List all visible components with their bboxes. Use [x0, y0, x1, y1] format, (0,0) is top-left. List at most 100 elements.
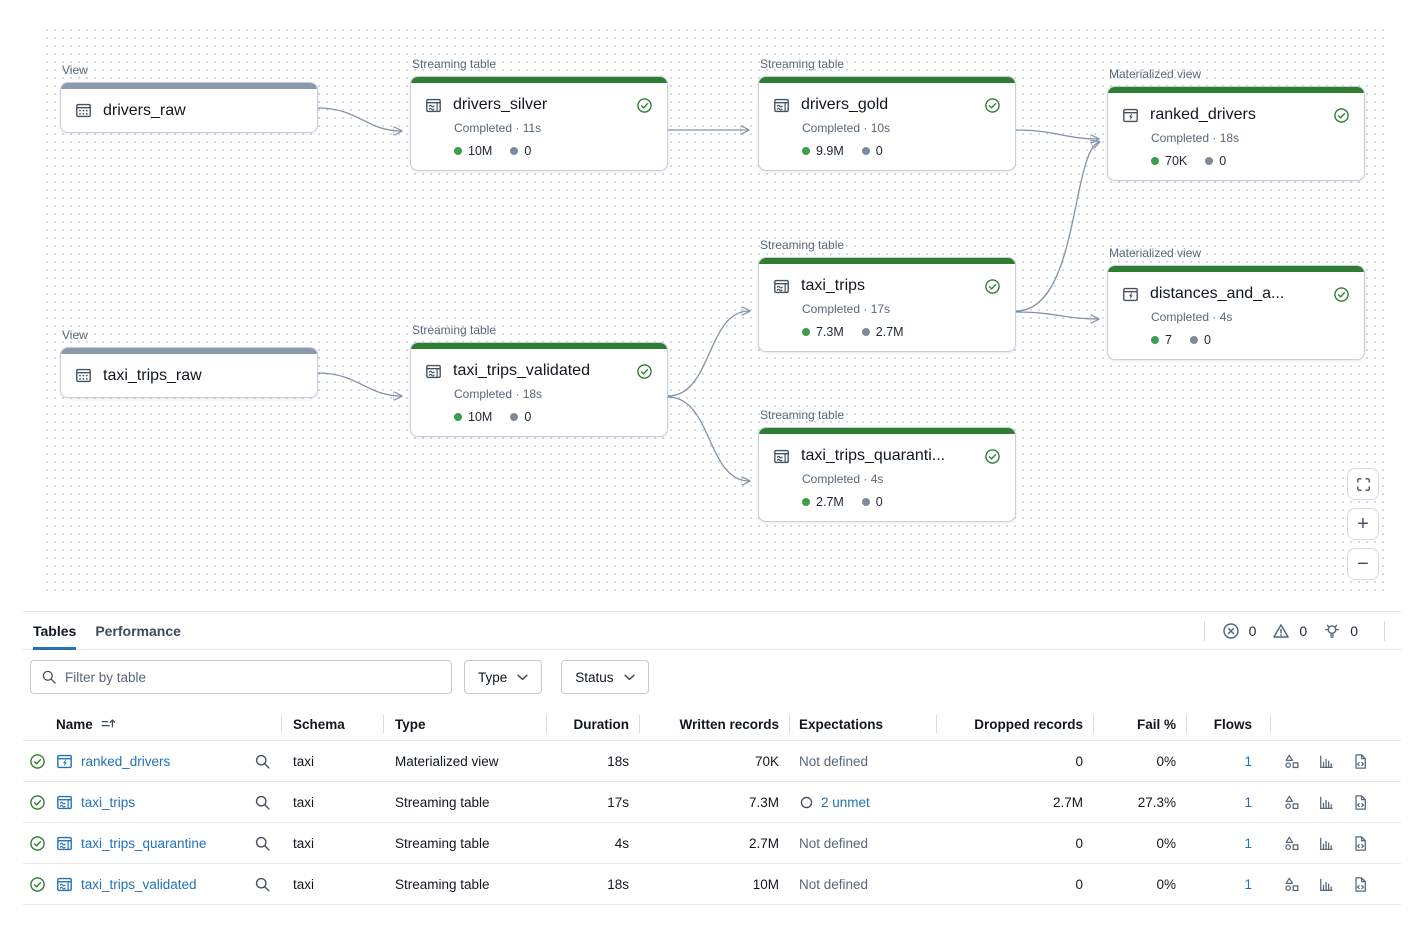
lineage-icon[interactable]	[1284, 753, 1301, 770]
preview-search-icon[interactable]	[254, 835, 271, 852]
written-count: 70K	[1165, 154, 1188, 168]
metrics-chart-icon[interactable]	[1318, 753, 1335, 770]
graph-node-taxi-trips-raw[interactable]: View taxi_trips_raw	[60, 328, 318, 398]
success-check-icon	[1333, 107, 1350, 124]
written-records-cell: 7.3M	[748, 794, 779, 810]
flows-link[interactable]: 1	[1244, 753, 1252, 769]
node-title: drivers_gold	[801, 96, 889, 113]
type-filter-dropdown[interactable]: Type	[464, 660, 543, 694]
success-check-icon	[984, 97, 1001, 114]
flows-link[interactable]: 1	[1244, 794, 1252, 810]
fullscreen-button[interactable]	[1347, 468, 1379, 500]
header-status-cell	[23, 708, 56, 740]
fail-percent-cell: 0%	[1156, 753, 1176, 769]
schema-cell: taxi	[293, 794, 315, 810]
table-name-link[interactable]: taxi_trips_validated	[81, 876, 197, 892]
panel-tabbar: Tables Performance 0 0 0	[23, 611, 1401, 650]
issue-counters: 0 0 0	[1203, 620, 1401, 641]
chevron-down-icon	[624, 674, 635, 681]
node-kind-label: View	[62, 63, 88, 77]
expectations-cell: Not defined	[799, 876, 869, 892]
written-dot	[1151, 336, 1159, 344]
flows-link[interactable]: 1	[1244, 876, 1252, 892]
header-fail-percent[interactable]: Fail %	[1093, 708, 1186, 740]
edge-taxi-raw-to-validated	[317, 372, 401, 396]
graph-node-taxi-trips[interactable]: Streaming table taxi_trips Completed · 1…	[758, 238, 1016, 352]
header-flows[interactable]: Flows	[1186, 708, 1270, 740]
lineage-icon[interactable]	[1284, 835, 1301, 852]
lineage-icon[interactable]	[1284, 794, 1301, 811]
graph-node-drivers-silver[interactable]: Streaming table drivers_silver Completed…	[410, 57, 668, 171]
dropped-dot	[510, 413, 519, 421]
dag-canvas[interactable]: View drivers_raw Streaming table drivers…	[43, 26, 1390, 591]
duration-cell: 17s	[607, 794, 629, 810]
preview-search-icon[interactable]	[254, 794, 271, 811]
expectation-circle-icon	[799, 795, 814, 810]
tab-tables[interactable]: Tables	[33, 612, 77, 650]
graph-node-drivers-gold[interactable]: Streaming table drivers_gold Completed ·…	[758, 57, 1016, 171]
node-status-text: Completed · 17s	[802, 302, 891, 316]
header-type[interactable]: Type	[383, 708, 546, 740]
metrics-chart-icon[interactable]	[1318, 794, 1335, 811]
dropped-dot	[510, 147, 519, 155]
dropped-dot	[1189, 336, 1198, 344]
preview-search-icon[interactable]	[254, 753, 271, 770]
dropped-count: 0	[875, 144, 883, 158]
success-check-icon	[984, 448, 1001, 465]
flows-link[interactable]: 1	[1244, 835, 1252, 851]
written-count: 9.9M	[816, 144, 844, 158]
written-dot	[454, 413, 462, 421]
header-duration[interactable]: Duration	[546, 708, 639, 740]
graph-node-ranked-drivers[interactable]: Materialized view ranked_drivers Complet…	[1107, 67, 1365, 181]
lineage-icon[interactable]	[1284, 876, 1301, 893]
graph-node-taxi-trips-quarantine[interactable]: Streaming table taxi_trips_quaranti... C…	[758, 408, 1016, 522]
metrics-chart-icon[interactable]	[1318, 835, 1335, 852]
source-code-icon[interactable]	[1352, 835, 1369, 852]
graph-node-taxi-trips-validated[interactable]: Streaming table taxi_trips_validated Com…	[410, 323, 668, 437]
fail-percent-cell: 0%	[1156, 835, 1176, 851]
source-code-icon[interactable]	[1352, 753, 1369, 770]
source-code-icon[interactable]	[1352, 794, 1369, 811]
node-status-text: Completed · 10s	[802, 121, 891, 135]
header-schema[interactable]: Schema	[281, 708, 383, 740]
dropped-count: 2.7M	[875, 325, 904, 339]
edge-taxi-trips-to-distances	[1015, 311, 1098, 319]
node-title: drivers_silver	[453, 96, 548, 113]
fail-percent-cell: 27.3%	[1137, 794, 1176, 810]
filter-by-table-input[interactable]	[65, 669, 441, 685]
fail-percent-cell: 0%	[1156, 876, 1176, 892]
dropped-count: 0	[875, 495, 883, 509]
table-name-link[interactable]: taxi_trips_quarantine	[81, 835, 207, 851]
tab-performance[interactable]: Performance	[95, 622, 181, 639]
preview-search-icon[interactable]	[254, 876, 271, 893]
header-name[interactable]: Name	[56, 708, 281, 740]
unmet-expectations-label[interactable]: 2 unmet	[821, 794, 870, 810]
source-code-icon[interactable]	[1352, 876, 1369, 893]
metrics-chart-icon[interactable]	[1318, 876, 1335, 893]
materialized-view-icon	[1122, 107, 1139, 124]
header-written-records[interactable]: Written records	[639, 708, 789, 740]
header-expectations[interactable]: Expectations	[789, 708, 936, 740]
error-count: 0	[1248, 622, 1257, 639]
dropped-dot	[861, 147, 870, 155]
written-count: 7.3M	[816, 325, 844, 339]
dropped-count: 0	[1219, 154, 1227, 168]
table-filter-field[interactable]	[30, 660, 452, 694]
status-filter-dropdown[interactable]: Status	[561, 660, 649, 694]
table-name-link[interactable]: taxi_trips	[81, 794, 136, 810]
zoom-in-button[interactable]: +	[1347, 508, 1379, 540]
unmet-expectations-link[interactable]: 2 unmet	[799, 795, 870, 810]
node-status-bar	[411, 77, 667, 83]
type-filter-label: Type	[478, 669, 508, 685]
table-name-link[interactable]: ranked_drivers	[81, 753, 171, 769]
sort-ascending-icon[interactable]	[100, 716, 116, 732]
graph-node-drivers-raw[interactable]: View drivers_raw	[60, 63, 318, 133]
zoom-out-button[interactable]: −	[1347, 548, 1379, 580]
details-panel: Tables Performance 0 0 0 Type	[0, 611, 1424, 905]
graph-node-distances-and-averages[interactable]: Materialized view distances_and_a... Com…	[1107, 246, 1365, 360]
header-dropped-records[interactable]: Dropped records	[936, 708, 1093, 740]
written-dot	[802, 147, 810, 155]
written-dot	[454, 147, 462, 155]
node-status-text: Completed · 4s	[802, 472, 884, 486]
